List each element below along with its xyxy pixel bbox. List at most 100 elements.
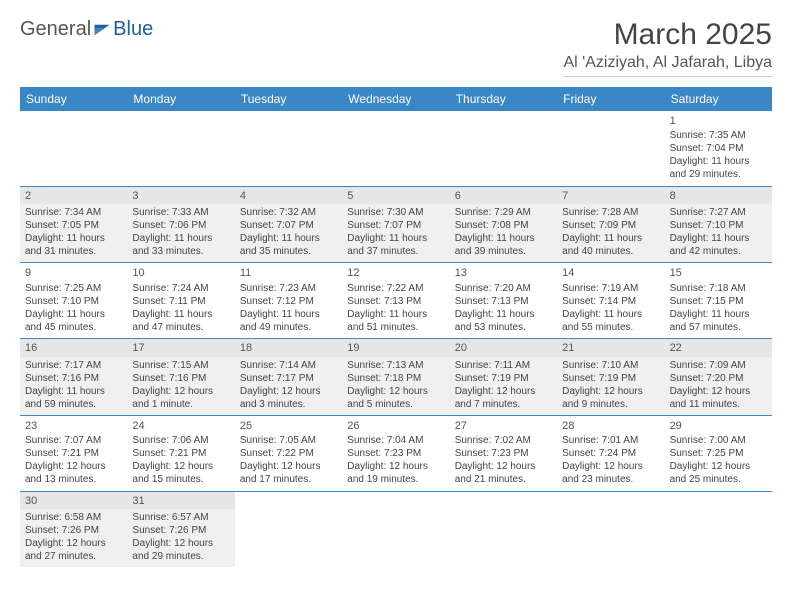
calendar-cell: 26Sunrise: 7:04 AMSunset: 7:23 PMDayligh… <box>342 415 449 491</box>
sunrise-text: Sunrise: 7:00 AM <box>670 434 767 447</box>
calendar-cell-blank <box>665 491 772 567</box>
calendar-cell: 31Sunrise: 6:57 AMSunset: 7:26 PMDayligh… <box>127 491 234 567</box>
calendar-cell: 29Sunrise: 7:00 AMSunset: 7:25 PMDayligh… <box>665 415 772 491</box>
day-number: 22 <box>665 339 772 356</box>
sunrise-text: Sunrise: 7:34 AM <box>25 206 122 219</box>
daylight-text: Daylight: 12 hours and 23 minutes. <box>562 460 659 486</box>
day-number: 7 <box>557 187 664 204</box>
day-number: 5 <box>342 187 449 204</box>
day-number: 16 <box>20 339 127 356</box>
day-number: 30 <box>20 492 127 509</box>
calendar-cell: 16Sunrise: 7:17 AMSunset: 7:16 PMDayligh… <box>20 338 127 414</box>
calendar-cell: 2Sunrise: 7:34 AMSunset: 7:05 PMDaylight… <box>20 186 127 262</box>
day-header: Monday <box>127 87 234 110</box>
calendar-cell: 18Sunrise: 7:14 AMSunset: 7:17 PMDayligh… <box>235 338 342 414</box>
day-number: 3 <box>127 187 234 204</box>
daylight-text: Daylight: 11 hours and 33 minutes. <box>132 232 229 258</box>
calendar-cell: 15Sunrise: 7:18 AMSunset: 7:15 PMDayligh… <box>665 262 772 338</box>
calendar-cell: 20Sunrise: 7:11 AMSunset: 7:19 PMDayligh… <box>450 338 557 414</box>
daylight-text: Daylight: 12 hours and 9 minutes. <box>562 385 659 411</box>
calendar-cell-blank <box>127 110 234 186</box>
sunrise-text: Sunrise: 7:20 AM <box>455 282 552 295</box>
calendar-cell: 22Sunrise: 7:09 AMSunset: 7:20 PMDayligh… <box>665 338 772 414</box>
sunrise-text: Sunrise: 7:02 AM <box>455 434 552 447</box>
sunrise-text: Sunrise: 7:25 AM <box>25 282 122 295</box>
day-number: 14 <box>562 266 659 280</box>
sunset-text: Sunset: 7:10 PM <box>25 295 122 308</box>
sunrise-text: Sunrise: 7:35 AM <box>670 129 767 142</box>
calendar-cell: 1Sunrise: 7:35 AMSunset: 7:04 PMDaylight… <box>665 110 772 186</box>
day-number: 17 <box>127 339 234 356</box>
sunset-text: Sunset: 7:19 PM <box>562 372 659 385</box>
sunset-text: Sunset: 7:16 PM <box>25 372 122 385</box>
day-number: 9 <box>25 266 122 280</box>
daylight-text: Daylight: 11 hours and 49 minutes. <box>240 308 337 334</box>
location-text: Al 'Aziziyah, Al Jafarah, Libya <box>564 54 773 77</box>
day-number: 18 <box>235 339 342 356</box>
page-header: GeneralBlue March 2025 Al 'Aziziyah, Al … <box>20 18 772 77</box>
calendar-cell: 9 Sunrise: 7:25 AMSunset: 7:10 PMDaylight… <box>20 262 127 338</box>
sunrise-text: Sunrise: 6:57 AM <box>132 511 229 524</box>
day-number: 21 <box>557 339 664 356</box>
daylight-text: Daylight: 12 hours and 27 minutes. <box>25 537 122 563</box>
calendar-cell: 25Sunrise: 7:05 AMSunset: 7:22 PMDayligh… <box>235 415 342 491</box>
calendar-cell-blank <box>342 491 449 567</box>
day-header: Tuesday <box>235 87 342 110</box>
sunrise-text: Sunrise: 7:11 AM <box>455 359 552 372</box>
daylight-text: Daylight: 11 hours and 51 minutes. <box>347 308 444 334</box>
daylight-text: Daylight: 11 hours and 45 minutes. <box>25 308 122 334</box>
sunset-text: Sunset: 7:21 PM <box>25 447 122 460</box>
calendar-cell-blank <box>450 110 557 186</box>
day-number: 24 <box>132 419 229 433</box>
sunrise-text: Sunrise: 7:04 AM <box>347 434 444 447</box>
calendar-cell: 27Sunrise: 7:02 AMSunset: 7:23 PMDayligh… <box>450 415 557 491</box>
day-number: 12 <box>347 266 444 280</box>
sunrise-text: Sunrise: 7:33 AM <box>132 206 229 219</box>
sunrise-text: Sunrise: 7:14 AM <box>240 359 337 372</box>
day-number: 6 <box>450 187 557 204</box>
calendar-cell: 14Sunrise: 7:19 AMSunset: 7:14 PMDayligh… <box>557 262 664 338</box>
day-number: 25 <box>240 419 337 433</box>
calendar-cell: 11Sunrise: 7:23 AMSunset: 7:12 PMDayligh… <box>235 262 342 338</box>
brand-logo: GeneralBlue <box>20 18 153 41</box>
daylight-text: Daylight: 12 hours and 25 minutes. <box>670 460 767 486</box>
day-number: 10 <box>132 266 229 280</box>
daylight-text: Daylight: 12 hours and 5 minutes. <box>347 385 444 411</box>
daylight-text: Daylight: 12 hours and 7 minutes. <box>455 385 552 411</box>
sunrise-text: Sunrise: 7:15 AM <box>132 359 229 372</box>
day-number: 31 <box>127 492 234 509</box>
sunrise-text: Sunrise: 7:28 AM <box>562 206 659 219</box>
sunrise-text: Sunrise: 7:32 AM <box>240 206 337 219</box>
brand-text-general: General <box>20 18 91 41</box>
sunrise-text: Sunrise: 7:19 AM <box>562 282 659 295</box>
sunrise-text: Sunrise: 7:07 AM <box>25 434 122 447</box>
sunrise-text: Sunrise: 7:29 AM <box>455 206 552 219</box>
day-number: 28 <box>562 419 659 433</box>
sunset-text: Sunset: 7:07 PM <box>240 219 337 232</box>
day-number: 8 <box>665 187 772 204</box>
calendar-cell: 6Sunrise: 7:29 AMSunset: 7:08 PMDaylight… <box>450 186 557 262</box>
sunset-text: Sunset: 7:10 PM <box>670 219 767 232</box>
sunset-text: Sunset: 7:20 PM <box>670 372 767 385</box>
sunrise-text: Sunrise: 7:06 AM <box>132 434 229 447</box>
sunrise-text: Sunrise: 7:10 AM <box>562 359 659 372</box>
day-number: 20 <box>450 339 557 356</box>
daylight-text: Daylight: 11 hours and 29 minutes. <box>670 155 767 181</box>
sunset-text: Sunset: 7:16 PM <box>132 372 229 385</box>
sunrise-text: Sunrise: 7:23 AM <box>240 282 337 295</box>
day-number: 29 <box>670 419 767 433</box>
calendar-cell: 3Sunrise: 7:33 AMSunset: 7:06 PMDaylight… <box>127 186 234 262</box>
sunrise-text: Sunrise: 7:05 AM <box>240 434 337 447</box>
daylight-text: Daylight: 12 hours and 13 minutes. <box>25 460 122 486</box>
sunset-text: Sunset: 7:09 PM <box>562 219 659 232</box>
daylight-text: Daylight: 11 hours and 31 minutes. <box>25 232 122 258</box>
sunset-text: Sunset: 7:21 PM <box>132 447 229 460</box>
day-number: 15 <box>670 266 767 280</box>
sunset-text: Sunset: 7:11 PM <box>132 295 229 308</box>
calendar-cell: 12Sunrise: 7:22 AMSunset: 7:13 PMDayligh… <box>342 262 449 338</box>
sunset-text: Sunset: 7:22 PM <box>240 447 337 460</box>
daylight-text: Daylight: 11 hours and 59 minutes. <box>25 385 122 411</box>
sunset-text: Sunset: 7:13 PM <box>455 295 552 308</box>
sunrise-text: Sunrise: 7:24 AM <box>132 282 229 295</box>
sunset-text: Sunset: 7:25 PM <box>670 447 767 460</box>
